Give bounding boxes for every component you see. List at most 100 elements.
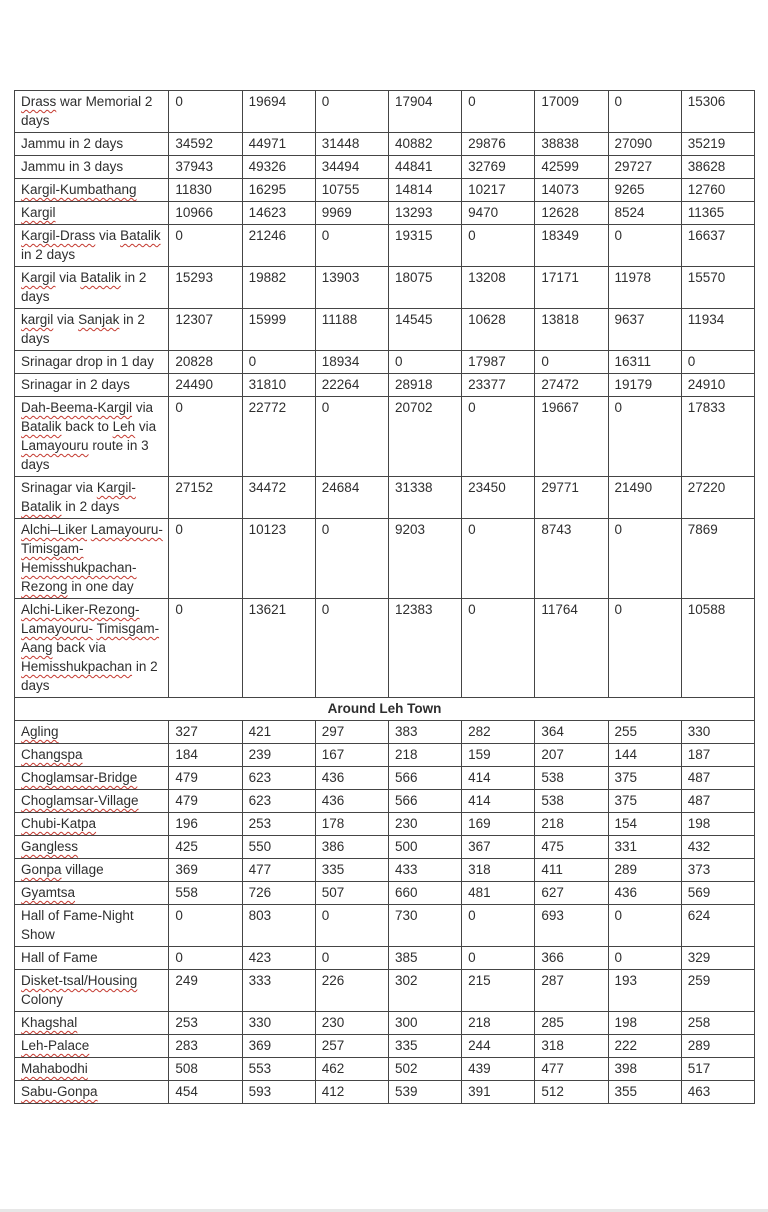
rate-value-cell: 454 [168,1080,243,1104]
rate-value-cell: 0 [168,598,243,698]
route-name-cell: Hall of Fame [13,946,170,970]
rate-value-cell: 0 [168,946,243,970]
rate-value-cell: 0 [461,90,536,133]
rate-value-cell: 0 [314,90,389,133]
rate-value-cell: 386 [314,835,389,859]
rate-value-cell: 12307 [168,308,243,351]
rate-value-cell: 10966 [168,201,243,225]
rate-value-cell: 42599 [534,155,609,179]
rate-value-cell: 335 [314,858,389,882]
table-row: Srinagar in 2 days 24490 31810 22264 28918 23… [13,373,756,397]
rate-value-cell: 159 [461,743,536,767]
route-name-cell: Khagshal [13,1011,170,1035]
rate-value-cell: 10755 [314,178,389,202]
rate-value-cell: 18075 [387,266,463,309]
rate-value-cell: 660 [387,881,463,905]
rate-value-cell: 253 [241,812,316,836]
misspelled-word: Hemisshukpachan- [21,560,137,575]
rate-value-cell: 15293 [168,266,243,309]
route-name-cell: Alchi-Liker-Rezong- Lamayouru- Timisgam-… [13,598,170,698]
route-name-cell: Srinagar in 2 days [13,373,170,397]
rate-value-cell: 421 [241,720,316,744]
rate-value-cell: 398 [607,1057,682,1081]
rate-value-cell: 257 [314,1034,389,1058]
rate-value-cell: 475 [534,835,609,859]
rate-value-cell: 244 [461,1034,536,1058]
rate-value-cell: 230 [387,812,463,836]
table-row: Kargil 10966 14623 9969 13293 9470 12628 8524 11… [13,201,756,225]
rate-value-cell: 12628 [534,201,609,225]
rate-value-cell: 207 [534,743,609,767]
route-name-cell: Leh-Palace [13,1034,170,1058]
route-name-cell: Gangless [13,835,170,859]
section-header: Around Leh Town [14,697,755,721]
rate-value-cell: 27472 [534,373,609,397]
rate-value-cell: 0 [607,904,682,947]
rate-value-cell: 391 [461,1080,536,1104]
misspelled-word: Kargil-Drass [21,228,96,243]
rate-value-cell: 479 [168,766,243,790]
rate-value-cell: 38628 [680,155,756,179]
table-row: Disket-tsal/Housing Colony 249 333 226 302 21… [13,969,756,1012]
rate-value-cell: 366 [534,946,609,970]
rate-value-cell: 11978 [607,266,682,309]
misspelled-word: Khagshal [21,1015,78,1030]
rate-value-cell: 333 [241,969,316,1012]
misspelled-word: Leh [112,419,136,434]
rate-value-cell: 569 [680,881,756,905]
route-name-cell: Kargil [13,201,170,225]
misspelled-word: Timisgam-Aang [21,621,160,655]
rates-table: Drass war Memorial 2 days 0 19694 0 17904 0 17… [13,90,756,1104]
route-name-cell: Changspa [13,743,170,767]
rate-value-cell: 23377 [461,373,536,397]
rate-value-cell: 38838 [534,132,609,156]
rate-value-cell: 414 [461,766,536,790]
route-name-cell: Gonpa village [13,858,170,882]
rate-value-cell: 13818 [534,308,609,351]
rate-value-cell: 463 [680,1080,756,1104]
misspelled-word: kargil [21,312,54,327]
rate-value-cell: 31448 [314,132,389,156]
rate-value-cell: 19882 [241,266,316,309]
rate-value-cell: 13293 [387,201,463,225]
rate-value-cell: 18349 [534,224,609,267]
rate-value-cell: 436 [314,766,389,790]
rate-value-cell: 0 [461,904,536,947]
route-name-cell: Jammu in 3 days [13,155,170,179]
rate-value-cell: 258 [680,1011,756,1035]
misspelled-word: Lamayouru- [90,522,163,537]
misspelled-word: Choglamsar-Village [21,793,139,808]
rate-value-cell: 0 [168,396,243,477]
misspelled-word: Batalik [80,270,121,285]
rate-value-cell: 487 [680,766,756,790]
rate-value-cell: 253 [168,1011,243,1035]
rate-value-cell: 364 [534,720,609,744]
table-row: Jammu in 2 days 34592 44971 31448 40882 29876… [13,132,756,156]
rate-value-cell: 0 [314,598,389,698]
rate-value-cell: 330 [680,720,756,744]
rate-value-cell: 13903 [314,266,389,309]
misspelled-word: Kargil [21,270,56,285]
rate-value-cell: 477 [241,858,316,882]
table-row: Agling 327 421 297 383 282 364 255 330 [13,720,756,744]
table-row: Mahabodhi 508 553 462 502 439 477 398 517 [13,1057,756,1081]
rate-value-cell: 27090 [607,132,682,156]
rate-value-cell: 375 [607,789,682,813]
misspelled-word: Chubi-Katpa [21,816,97,831]
route-name-cell: Chubi-Katpa [13,812,170,836]
table-row: Dah-Beema-Kargil via Batalik back to Leh… [13,396,756,477]
rate-value-cell: 44971 [241,132,316,156]
misspelled-word: Choglamsar-Bridge [21,770,138,785]
rate-value-cell: 49326 [241,155,316,179]
route-name-cell: Sabu-Gonpa [13,1080,170,1104]
rate-value-cell: 15999 [241,308,316,351]
rate-value-cell: 29727 [607,155,682,179]
rate-value-cell: 18934 [314,350,389,374]
rate-value-cell: 167 [314,743,389,767]
rate-value-cell: 19667 [534,396,609,477]
rate-value-cell: 726 [241,881,316,905]
rate-value-cell: 16311 [607,350,682,374]
rate-value-cell: 29876 [461,132,536,156]
rate-value-cell: 282 [461,720,536,744]
